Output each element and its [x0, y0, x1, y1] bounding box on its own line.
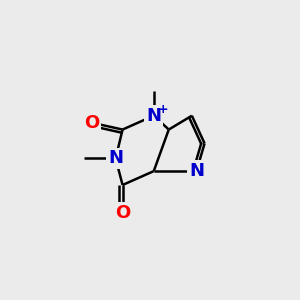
Text: O: O [115, 204, 130, 222]
Text: N: N [189, 162, 204, 180]
Text: N: N [146, 107, 161, 125]
Text: O: O [84, 114, 99, 132]
Text: N: N [108, 149, 123, 167]
Text: +: + [157, 103, 168, 116]
